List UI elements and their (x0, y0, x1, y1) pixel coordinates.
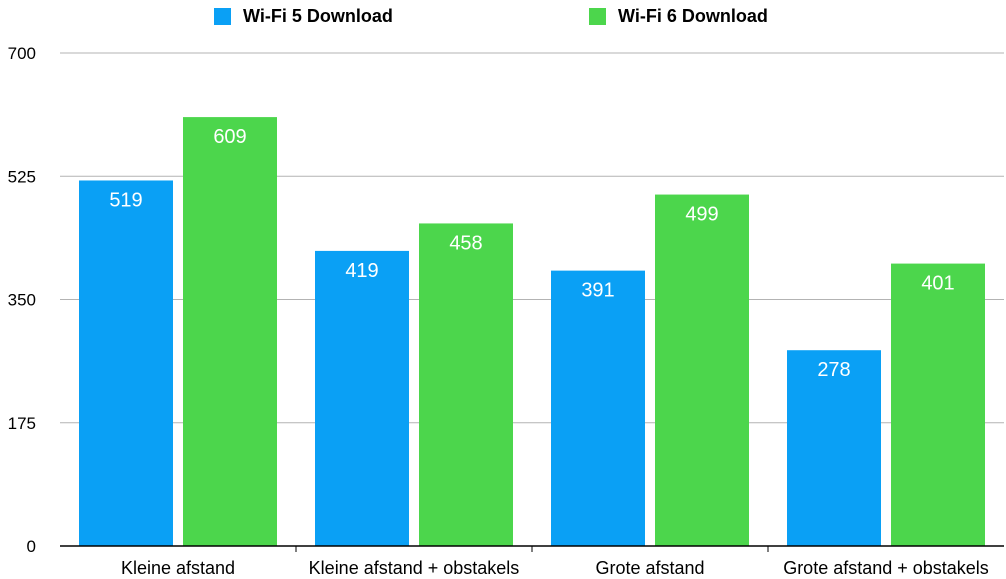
legend-swatch-wifi6 (589, 8, 606, 25)
legend-item-wifi6: Wi-Fi 6 Download (589, 6, 768, 27)
y-tick-label: 525 (8, 167, 36, 186)
legend-label-wifi6: Wi-Fi 6 Download (618, 6, 768, 26)
bar (79, 180, 173, 546)
bar (315, 250, 409, 546)
data-label: 458 (449, 232, 482, 254)
data-label: 401 (921, 273, 954, 295)
y-tick-label: 0 (27, 537, 36, 556)
x-tick-label: Kleine afstand + obstakels (309, 558, 520, 578)
data-label: 499 (685, 204, 718, 226)
data-label: 609 (213, 126, 246, 148)
x-tick-label: Grote afstand + obstakels (783, 558, 989, 578)
chart-legend: Wi-Fi 5 Download Wi-Fi 6 Download (0, 6, 1006, 30)
data-label: 391 (581, 280, 614, 302)
bar (655, 194, 749, 546)
bar (891, 263, 985, 546)
bar (419, 223, 513, 547)
bar (183, 117, 277, 546)
data-label: 419 (345, 260, 378, 282)
legend-swatch-wifi5 (214, 8, 231, 25)
x-tick-label: Kleine afstand (121, 558, 235, 578)
y-tick-label: 700 (8, 44, 36, 63)
y-tick-label: 175 (8, 414, 36, 433)
legend-item-wifi5: Wi-Fi 5 Download (214, 6, 393, 27)
x-tick-label: Grote afstand (595, 558, 704, 578)
data-label: 519 (109, 189, 142, 211)
legend-label-wifi5: Wi-Fi 5 Download (243, 6, 393, 26)
y-tick-label: 350 (8, 291, 36, 310)
bar (787, 350, 881, 546)
data-label: 278 (817, 359, 850, 381)
bar (551, 270, 645, 546)
